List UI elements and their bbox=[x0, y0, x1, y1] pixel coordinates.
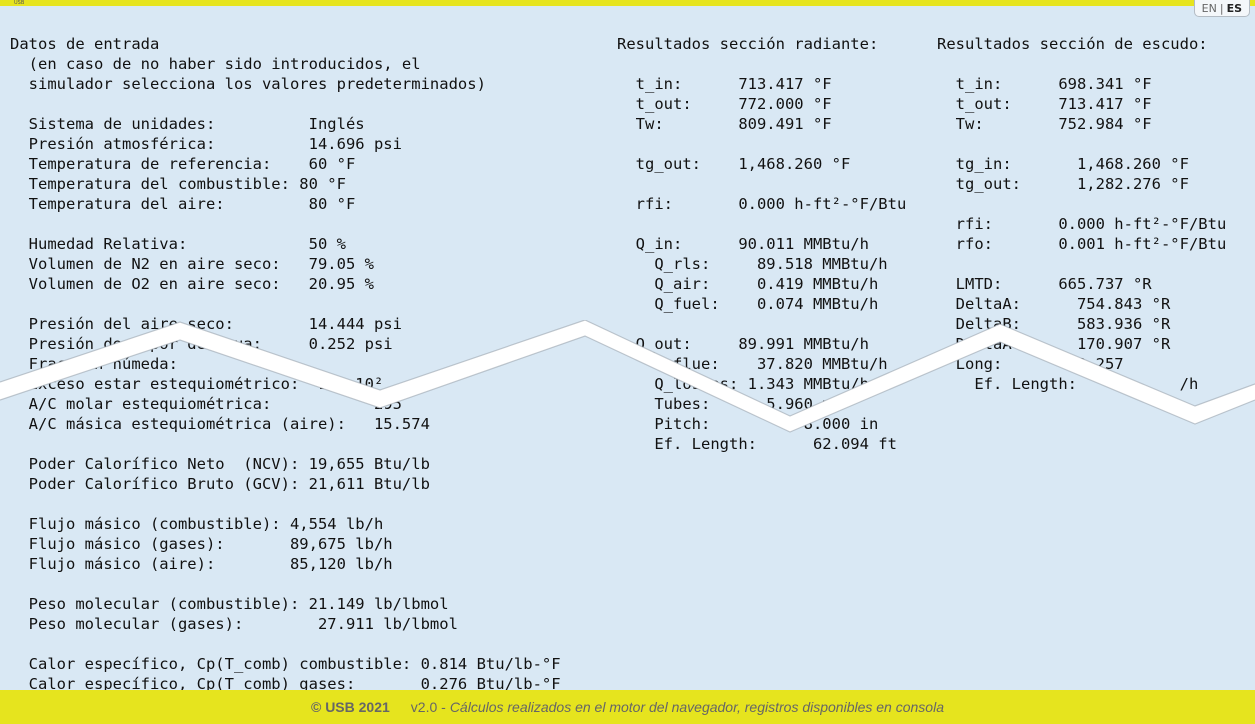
left-line: Temperatura del combustible: 80 °F bbox=[10, 175, 346, 193]
right-line: Tw: 752.984 °F bbox=[937, 115, 1152, 133]
right-line: LMTD: 665.737 °R bbox=[937, 275, 1152, 293]
left-line bbox=[10, 94, 561, 114]
input-data-panel: Datos de entrada (en caso de no haber si… bbox=[10, 34, 561, 694]
middle-line: Pitch: 8.000 in bbox=[617, 415, 879, 433]
left-line: Poder Calorífico Bruto (GCV): 21,611 Btu… bbox=[10, 475, 430, 493]
footer-copyright: © USB 2021 bbox=[310, 699, 390, 715]
middle-line: Q_out: 89.991 MMBtu/h bbox=[617, 335, 869, 353]
middle-line bbox=[617, 174, 906, 194]
left-line: A/C molar estequiométrica: 295 bbox=[10, 395, 402, 413]
middle-line: t_in: 713.417 °F bbox=[617, 75, 832, 93]
left-line: Presión atmosférica: 14.696 psi bbox=[10, 135, 402, 153]
middle-line bbox=[617, 314, 906, 334]
middle-line: Q_fuel: 0.074 MMBtu/h bbox=[617, 295, 879, 313]
left-line: Flujo másico (gases): 89,675 lb/h bbox=[10, 535, 393, 553]
middle-line: Resultados sección radiante: bbox=[617, 35, 879, 53]
left-line bbox=[10, 434, 561, 454]
middle-line: Q_air: 0.419 MMBtu/h bbox=[617, 275, 879, 293]
language-switcher: EN | ES bbox=[1193, 0, 1250, 17]
middle-line: Q_rls: 89.518 MMBtu/h bbox=[617, 255, 888, 273]
right-line: DeltaA-B: 170.907 °R bbox=[937, 335, 1171, 353]
right-line: rfo: 0.001 h-ft²-°F/Btu bbox=[937, 235, 1227, 253]
left-line: Presión del aire seco: 14.444 psi bbox=[10, 315, 402, 333]
lang-separator: | bbox=[1219, 1, 1224, 15]
middle-line: Q_in: 90.011 MMBtu/h bbox=[617, 235, 869, 253]
left-line: Temperatura del aire: 80 °F bbox=[10, 195, 356, 213]
left-line: Sistema de unidades: Inglés bbox=[10, 115, 365, 133]
left-line: Exceso estar estequiométrico: 14 ÷10² bbox=[10, 375, 384, 393]
footer-version: v2.0 - bbox=[410, 699, 446, 715]
middle-line: Q_flue: 37.820 MMBtu/h bbox=[617, 355, 888, 373]
right-line: t_in: 698.341 °F bbox=[937, 75, 1152, 93]
left-line: Poder Calorífico Neto (NCV): 19,655 Btu/… bbox=[10, 455, 430, 473]
left-line: Peso molecular (combustible): 21.149 lb/… bbox=[10, 595, 449, 613]
middle-line bbox=[617, 134, 906, 154]
left-line: Calor específico, Cp(T_comb) combustible… bbox=[10, 655, 561, 673]
right-line: tg_in: 1,468.260 °F bbox=[937, 155, 1189, 173]
lang-option-en[interactable]: EN bbox=[1201, 1, 1217, 15]
middle-line: Q_losses: 1.343 MMBtu/h bbox=[617, 375, 869, 393]
left-line bbox=[10, 214, 561, 234]
right-line: rfi: 0.000 h-ft²-°F/Btu bbox=[937, 215, 1227, 233]
right-line: Resultados sección de escudo: bbox=[937, 35, 1208, 53]
left-line: Calor específico, Cp(T_comb) gases: 0.27… bbox=[10, 675, 561, 693]
left-line: Presión de vapor de agua: 0.252 psi bbox=[10, 335, 393, 353]
left-line: (en caso de no haber sido introducidos, … bbox=[10, 55, 421, 73]
right-line: tg_out: 1,282.276 °F bbox=[937, 175, 1189, 193]
middle-line bbox=[617, 54, 906, 74]
left-line bbox=[10, 574, 561, 594]
left-line: A/C másica estequiométrica (aire): 15.57… bbox=[10, 415, 430, 433]
left-line: Flujo másico (aire): 85,120 lb/h bbox=[10, 555, 393, 573]
middle-line bbox=[617, 214, 906, 234]
logo: USB bbox=[14, 0, 25, 6]
left-line: Fracción húmeda: bbox=[10, 355, 178, 373]
right-line: Long: 0.257 bbox=[937, 355, 1124, 373]
top-accent-bar bbox=[0, 0, 1255, 6]
left-line bbox=[10, 494, 561, 514]
left-line: Volumen de N2 en aire seco: 79.05 % bbox=[10, 255, 374, 273]
footer-description: Cálculos realizados en el motor del nave… bbox=[449, 699, 944, 715]
footer: © USB 2021 v2.0 - Cálculos realizados en… bbox=[0, 690, 1255, 724]
middle-line: Tw: 809.491 °F bbox=[617, 115, 832, 133]
left-line bbox=[10, 294, 561, 314]
left-line: simulador selecciona los valores predete… bbox=[10, 75, 486, 93]
middle-line: Ef. Length: 62.094 ft bbox=[617, 435, 897, 453]
left-line: Volumen de O2 en aire seco: 20.95 % bbox=[10, 275, 374, 293]
right-line bbox=[937, 254, 1226, 274]
right-line bbox=[937, 134, 1226, 154]
left-line: Flujo másico (combustible): 4,554 lb/h bbox=[10, 515, 384, 533]
middle-line: tg_out: 1,468.260 °F bbox=[617, 155, 851, 173]
radiant-results-panel: Resultados sección radiante: t_in: 713.4… bbox=[617, 34, 906, 454]
left-line: Peso molecular (gases): 27.911 lb/lbmol bbox=[10, 615, 458, 633]
left-line bbox=[10, 634, 561, 654]
middle-line: t_out: 772.000 °F bbox=[617, 95, 832, 113]
lang-option-es[interactable]: ES bbox=[1226, 1, 1242, 15]
left-line: Humedad Relativa: 50 % bbox=[10, 235, 346, 253]
shield-results-panel: Resultados sección de escudo: t_in: 698.… bbox=[937, 34, 1226, 394]
left-line: Temperatura de referencia: 60 °F bbox=[10, 155, 356, 173]
middle-line: rfi: 0.000 h-ft²-°F/Btu bbox=[617, 195, 907, 213]
right-line bbox=[937, 194, 1226, 214]
right-line: Ef. Length: /h bbox=[937, 375, 1199, 393]
middle-line: Tubes: 5.960 m bbox=[617, 395, 832, 413]
right-line: DeltaB: 583.936 °R bbox=[937, 315, 1171, 333]
left-line: Datos de entrada bbox=[10, 35, 160, 53]
right-line bbox=[937, 54, 1226, 74]
right-line: t_out: 713.417 °F bbox=[937, 95, 1152, 113]
right-line: DeltaA: 754.843 °R bbox=[937, 295, 1171, 313]
